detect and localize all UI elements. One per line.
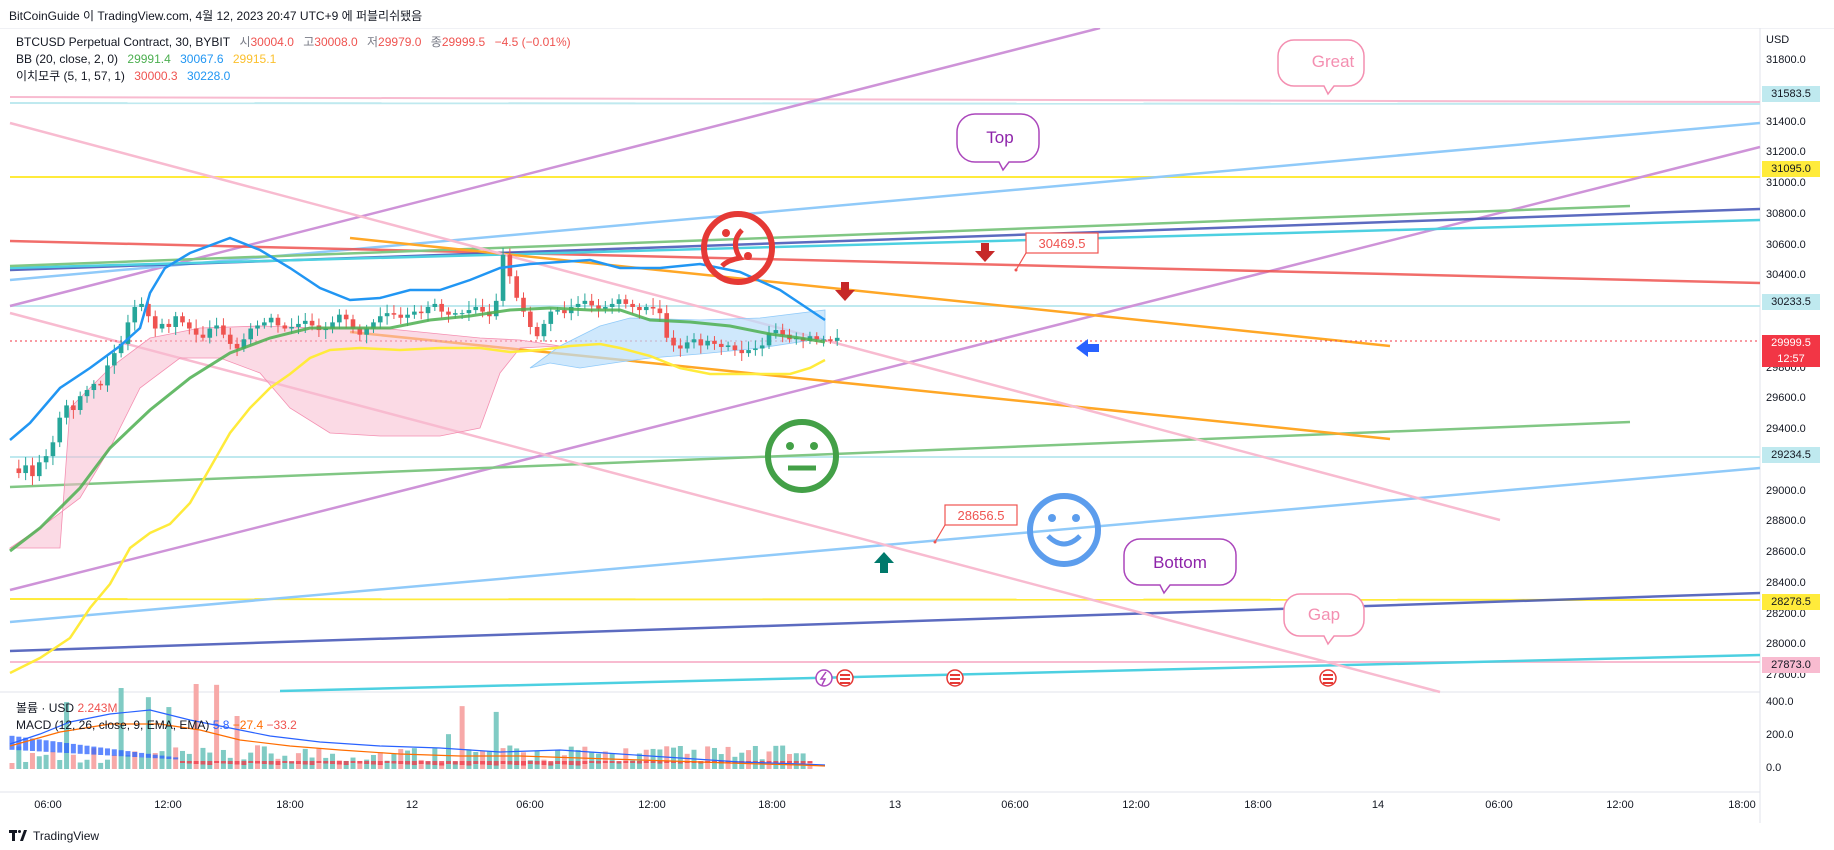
us-flag-event-icon[interactable] <box>836 669 854 687</box>
time-tick-9: 12:00 <box>1122 799 1150 811</box>
time-tick-4: 06:00 <box>516 799 544 811</box>
pink-diagonal-2 <box>9 311 1441 694</box>
price-box-2: 30233.5 <box>1762 293 1820 310</box>
price-tick-15: 28000.0 <box>1766 638 1806 651</box>
top-bubble[interactable]: Top <box>956 113 1040 172</box>
price-tick-5: 30600.0 <box>1766 238 1806 251</box>
publish-caption: BitCoinGuide 이 TradingView.com, 4월 12, 2… <box>9 9 423 23</box>
time-tick-12: 06:00 <box>1485 799 1513 811</box>
flash-event-icon[interactable] <box>815 669 833 687</box>
time-tick-13: 12:00 <box>1606 799 1634 811</box>
price-tick-10: 29000.0 <box>1766 484 1806 497</box>
us-flag-event-icon[interactable] <box>946 669 964 687</box>
price-tick-9: 29400.0 <box>1766 423 1806 435</box>
macd-line <box>9 723 826 767</box>
time-tick-11: 14 <box>1371 799 1385 811</box>
price-tick-3: 31000.0 <box>1766 177 1806 189</box>
bottom-bubble[interactable]: Bottom <box>1123 538 1237 595</box>
price-box-4: 28278.5 <box>1762 594 1820 611</box>
ichimoku-cloud-blue <box>529 309 826 369</box>
orange-line-1 <box>349 236 1391 348</box>
left-arrow-icon <box>1076 339 1099 357</box>
gap-bubble[interactable]: Gap <box>1283 593 1365 646</box>
time-tick-5: 12:00 <box>638 799 666 811</box>
purple-line-2 <box>9 145 1761 592</box>
price-tick-13: 28400.0 <box>1766 576 1806 589</box>
time-tick-7: 13 <box>888 799 902 811</box>
currency-label[interactable]: USD <box>1766 34 1790 46</box>
macd-tick-2: 0.0 <box>1766 762 1782 774</box>
hline-28278 <box>9 598 1761 601</box>
macd-tick-0: 400.0 <box>1766 696 1794 708</box>
footer-bar: TradingView <box>0 823 1834 850</box>
teal-line-2 <box>279 653 1761 693</box>
time-tick-14: 18:00 <box>1728 799 1756 811</box>
price-callout-bottom[interactable]: 28656.5 <box>933 504 1018 544</box>
macd-tick-1: 200.0 <box>1766 729 1794 741</box>
price-tick-8: 29600.0 <box>1766 392 1806 405</box>
header-bar: BitCoinGuide 이 TradingView.com, 4월 12, 2… <box>0 0 1834 28</box>
chart-area[interactable]: Great Top Bottom Gap 30469.5 28656.5 <box>0 28 1834 823</box>
great-label: Great <box>1312 52 1355 71</box>
price-box-5: 27873.0 <box>1762 656 1820 673</box>
countdown-box: 12:57 <box>1762 351 1820 367</box>
happy-face-icon <box>1027 493 1101 567</box>
time-tick-10: 18:00 <box>1244 799 1272 811</box>
price-tick-6: 30400.0 <box>1766 269 1806 282</box>
tradingview-logo-icon <box>9 830 29 842</box>
bb-basis-line <box>9 306 826 553</box>
navy-line-2 <box>9 591 1761 653</box>
top-label: Top <box>986 128 1013 147</box>
price-callout-top[interactable]: 30469.5 <box>1014 232 1099 272</box>
hline-31583 <box>9 96 1761 103</box>
great-bubble[interactable]: Great <box>1277 39 1365 96</box>
price-box-1: 31095.0 <box>1762 161 1820 178</box>
price-tick-12: 28600.0 <box>1766 546 1806 558</box>
tradingview-logo[interactable]: TradingView <box>9 829 99 843</box>
last-price-box: 29999.5 <box>1762 335 1820 351</box>
price-tick-14: 28200.0 <box>1766 607 1806 620</box>
down-arrow-icon <box>975 243 995 262</box>
gap-label: Gap <box>1308 605 1340 624</box>
price-chart[interactable]: Great Top Bottom Gap 30469.5 28656.5 <box>0 28 1834 823</box>
time-tick-0: 06:00 <box>34 799 62 811</box>
teal-line-1 <box>9 218 1761 270</box>
tradingview-brand: TradingView <box>33 829 100 843</box>
time-tick-2: 18:00 <box>276 799 304 811</box>
price-tick-11: 28800.0 <box>1766 515 1806 528</box>
ichimoku-cloud-red <box>8 325 561 549</box>
blue-line-1 <box>9 121 1761 282</box>
red-line <box>9 239 1761 285</box>
price-tick-2: 31200.0 <box>1766 146 1806 159</box>
price-tick-4: 30800.0 <box>1766 207 1806 220</box>
volume-ma-line <box>9 709 826 766</box>
neutral-face-icon <box>765 419 839 493</box>
bb-upper-line <box>9 236 826 441</box>
price-tick-0: 31800.0 <box>1766 54 1806 66</box>
time-tick-6: 18:00 <box>758 799 786 811</box>
bottom-label: Bottom <box>1153 553 1207 572</box>
candlesticks <box>16 247 840 486</box>
bb-lower-line <box>9 342 826 675</box>
price-callout-bottom-label: 28656.5 <box>958 508 1005 523</box>
price-box-3: 29234.5 <box>1762 447 1820 464</box>
green-line-1 <box>9 204 1631 268</box>
us-flag-event-icon[interactable] <box>1319 669 1337 687</box>
sad-face-icon <box>701 211 775 285</box>
time-tick-1: 12:00 <box>154 799 182 811</box>
up-arrow-icon <box>874 552 894 573</box>
down-arrow-icon <box>835 282 855 301</box>
trendlines[interactable] <box>9 28 1761 694</box>
orange-line-2 <box>349 330 1391 441</box>
time-tick-3: 12 <box>405 799 419 811</box>
price-callout-top-label: 30469.5 <box>1039 236 1086 251</box>
price-tick-1: 31400.0 <box>1766 115 1806 128</box>
time-tick-8: 06:00 <box>1001 799 1029 811</box>
price-box-0: 31583.5 <box>1762 86 1820 103</box>
hline-31583-cyan <box>9 102 1761 105</box>
green-line-2 <box>9 420 1631 489</box>
